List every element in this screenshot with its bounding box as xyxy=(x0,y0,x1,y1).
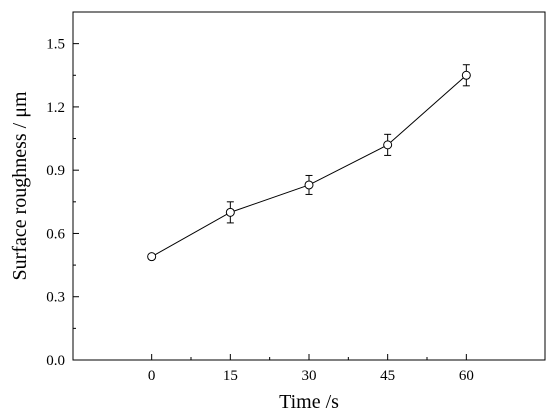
data-point xyxy=(383,140,393,150)
data-points xyxy=(147,70,471,262)
y-tick-label: 0.3 xyxy=(46,290,65,306)
y-axis-title: Surface roughness / μm xyxy=(9,91,31,280)
x-tick-label: 60 xyxy=(459,368,474,384)
y-tick-label: 0.6 xyxy=(46,226,65,242)
error-bars xyxy=(148,64,470,260)
y-tick-label: 0.9 xyxy=(46,163,65,179)
x-tick-label: 45 xyxy=(380,368,395,384)
y-tick-label: 1.5 xyxy=(46,37,65,53)
data-point xyxy=(461,70,471,80)
tick-labels: 0 15 30 45 60 0.0 0.3 0.6 0.9 1.2 1.5 xyxy=(46,37,474,384)
y-tick-label: 1.2 xyxy=(46,100,65,116)
series-line xyxy=(151,74,467,258)
data-point xyxy=(304,180,314,190)
x-tick-label: 15 xyxy=(223,368,238,384)
x-tick-label: 0 xyxy=(148,368,156,384)
data-point xyxy=(147,252,157,262)
data-point xyxy=(225,207,235,217)
y-tick-label: 0.0 xyxy=(46,353,65,369)
x-axis-title: Time /s xyxy=(279,391,339,413)
axis-ticks xyxy=(73,43,467,361)
x-tick-label: 30 xyxy=(302,368,317,384)
